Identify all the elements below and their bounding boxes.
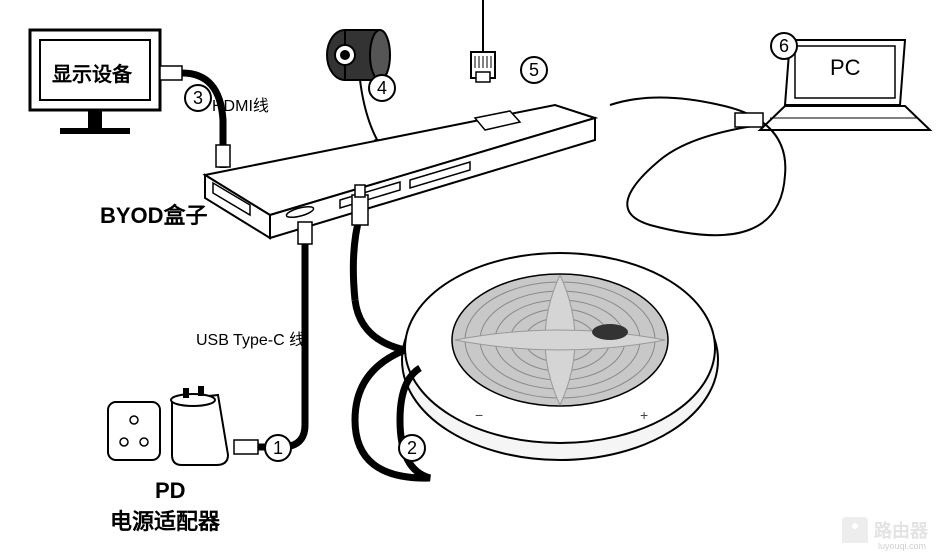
watermark-url: luyouqi.com <box>878 541 926 551</box>
number-5: 5 <box>520 56 548 84</box>
number-6: 6 <box>770 32 798 60</box>
svg-text:−: − <box>475 407 483 423</box>
wall-socket <box>108 402 160 460</box>
monitor-label: 显示设备 <box>52 58 132 87</box>
diagram-svg: − + <box>0 0 940 553</box>
byod-label: BYOD盒子 <box>100 198 208 230</box>
number-4: 4 <box>368 74 396 102</box>
usbc-cable-label: USB Type-C 线 <box>196 326 305 350</box>
pd-adapter <box>171 386 228 465</box>
watermark: 路由器 <box>842 517 928 543</box>
svg-text:+: + <box>640 407 648 423</box>
number-2: 2 <box>398 434 426 462</box>
number-1: 1 <box>264 434 292 462</box>
hdmi-cable-label: HDMI线 <box>212 92 269 116</box>
router-icon <box>842 517 868 543</box>
ethernet-plug <box>471 0 495 82</box>
byod-hub <box>205 105 595 238</box>
pd-label-1: PD <box>155 478 186 504</box>
number-3: 3 <box>184 84 212 112</box>
speaker-device: − + <box>402 253 718 460</box>
pd-label-2: 电源适配器 <box>110 504 220 536</box>
connection-diagram: − + 显示设备 BYOD盒子 PD 电源适配器 PC HDMI线 USB Ty… <box>0 0 940 553</box>
hdmi-cable <box>160 66 230 168</box>
watermark-text: 路由器 <box>874 517 928 543</box>
pc-label: PC <box>830 55 861 81</box>
laptop-cable <box>610 98 785 236</box>
